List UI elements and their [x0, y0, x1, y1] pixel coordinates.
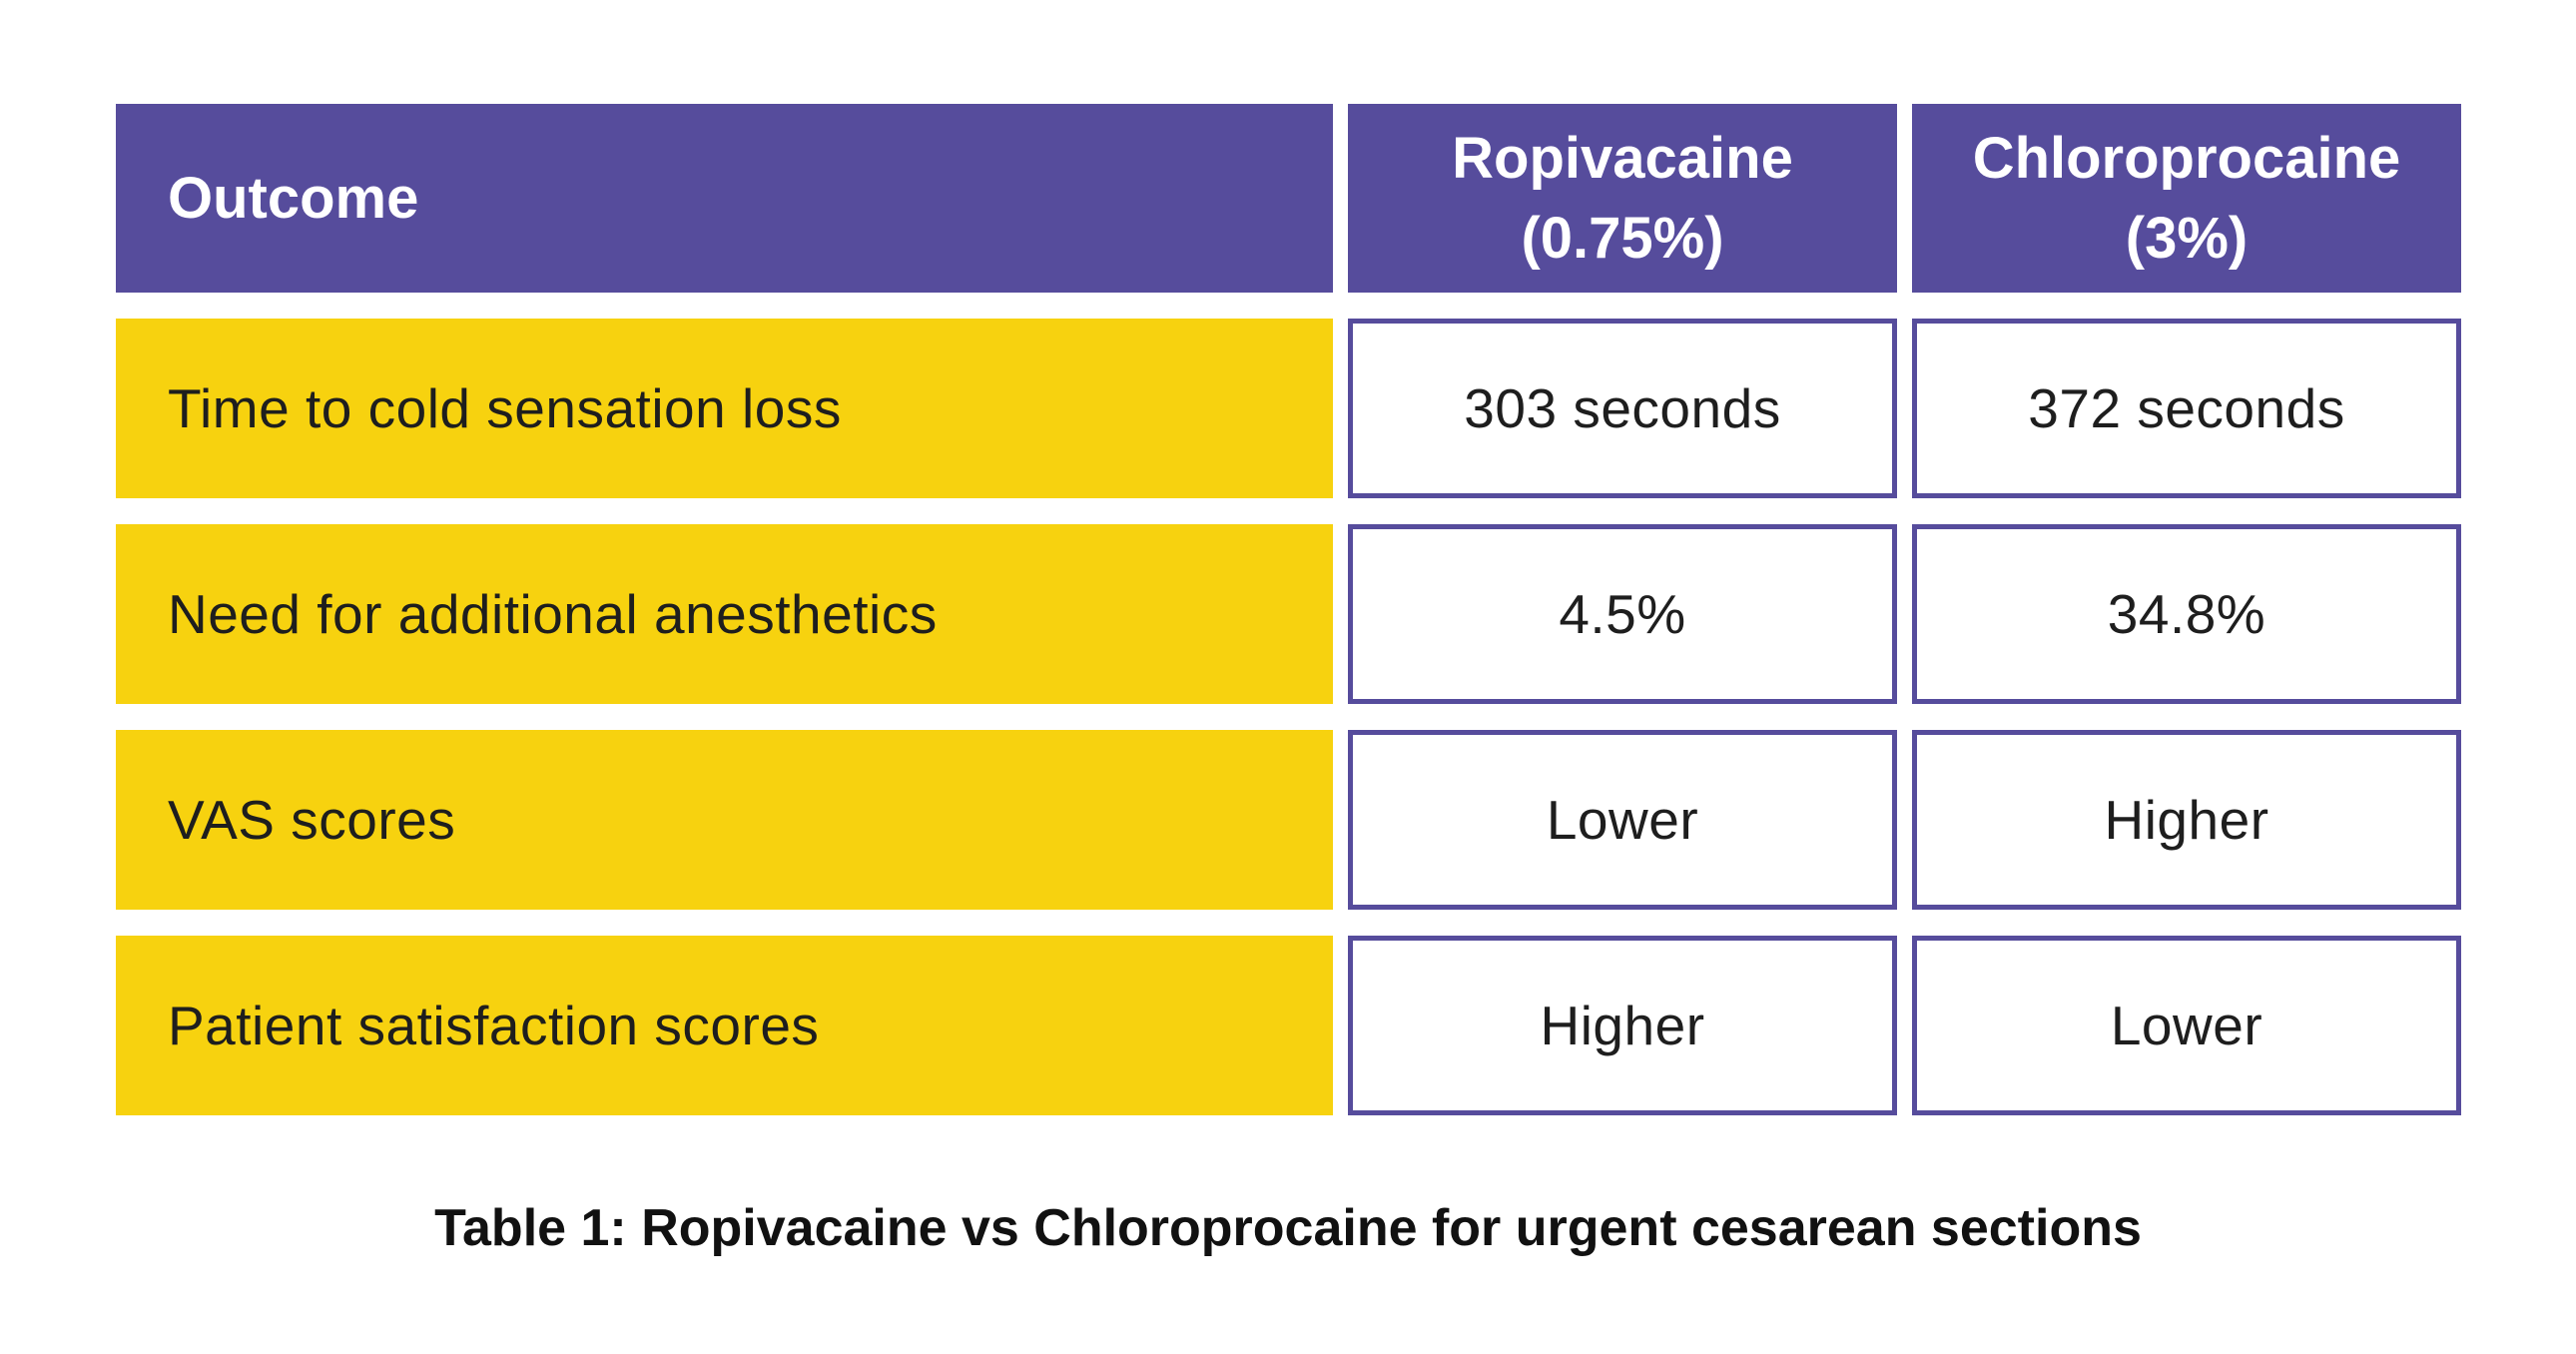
value-cell-chloroprocaine: Higher: [1912, 730, 2461, 910]
header-chloroprocaine-dose: (3%): [2125, 205, 2249, 271]
outcome-cell: Time to cold sensation loss: [116, 319, 1333, 498]
value-cell-ropivacaine: Higher: [1348, 936, 1897, 1115]
value-cell-chloroprocaine: 372 seconds: [1912, 319, 2461, 498]
outcome-cell: Need for additional anesthetics: [116, 524, 1333, 704]
header-ropivacaine-dose: (0.75%): [1521, 205, 1724, 271]
header-outcome-label: Outcome: [168, 166, 419, 231]
value-cell-chloroprocaine: Lower: [1912, 936, 2461, 1115]
value-cell-ropivacaine: Lower: [1348, 730, 1897, 910]
value-cell-ropivacaine: 4.5%: [1348, 524, 1897, 704]
header-cell-ropivacaine: Ropivacaine (0.75%): [1348, 104, 1897, 293]
header-cell-chloroprocaine: Chloroprocaine (3%): [1912, 104, 2461, 293]
comparison-table: Outcome Ropivacaine (0.75%) Chloroprocai…: [116, 104, 2461, 1115]
table-caption: Table 1: Ropivacaine vs Chloroprocaine f…: [434, 1199, 2142, 1257]
header-ropivacaine-name: Ropivacaine: [1452, 125, 1793, 191]
header-cell-outcome: Outcome: [116, 104, 1333, 293]
outcome-cell: Patient satisfaction scores: [116, 936, 1333, 1115]
outcome-cell: VAS scores: [116, 730, 1333, 910]
value-cell-chloroprocaine: 34.8%: [1912, 524, 2461, 704]
value-cell-ropivacaine: 303 seconds: [1348, 319, 1897, 498]
header-chloroprocaine-name: Chloroprocaine: [1972, 125, 2401, 191]
